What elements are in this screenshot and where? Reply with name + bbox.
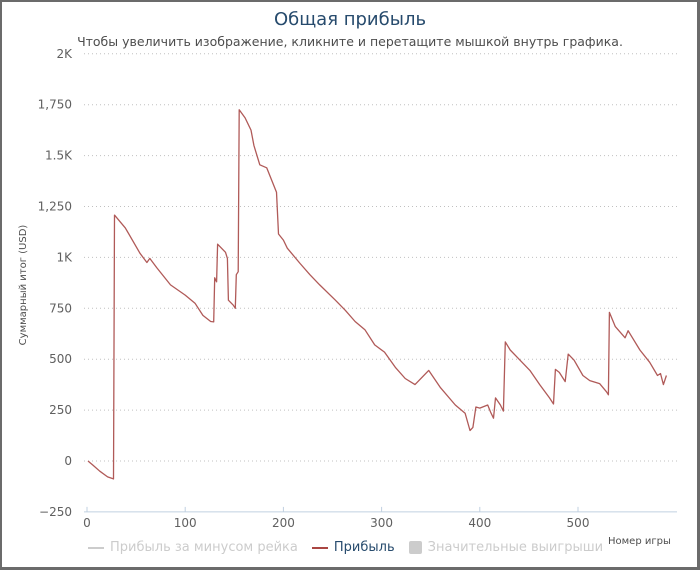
legend-item-net-profit[interactable]: Прибыль за минусом рейка <box>88 540 298 555</box>
legend-label: Прибыль <box>333 540 395 555</box>
y-tick-label: 500 <box>49 352 72 366</box>
y-axis-labels: 2K 1,750 1.5K 1,250 1K 750 500 250 0 −250 <box>38 47 73 519</box>
legend-label: Прибыль за минусом рейка <box>110 540 298 555</box>
x-tick-label: 200 <box>272 516 295 530</box>
legend-line-icon <box>88 546 104 549</box>
y-tick-label: 1,250 <box>38 200 72 214</box>
y-tick-label: 2K <box>56 47 73 61</box>
x-tick-label: 500 <box>567 516 590 530</box>
y-tick-label: 1K <box>56 250 73 264</box>
y-tick-label: 0 <box>64 454 72 468</box>
chart-legend: Прибыль за минусом рейка Прибыль Значите… <box>88 540 617 555</box>
y-tick-label: 1,750 <box>38 98 72 112</box>
x-axis: 0 100 200 300 400 500 <box>83 506 677 530</box>
legend-item-big-wins[interactable]: Значительные выигрыши <box>408 540 604 555</box>
y-tick-label: 750 <box>49 301 72 315</box>
y-tick-label: 1.5K <box>45 149 73 163</box>
legend-line-icon <box>311 546 328 549</box>
gridlines <box>84 53 677 462</box>
y-axis-title: Суммарный итог (USD) <box>18 225 29 346</box>
y-tick-label: −250 <box>39 505 72 519</box>
x-tick-label: 0 <box>83 516 91 530</box>
x-axis-title: Номер игры <box>608 536 671 547</box>
x-tick-label: 400 <box>468 516 491 530</box>
chart-title: Общая прибыль <box>273 9 427 30</box>
x-tick-label: 100 <box>174 516 197 530</box>
legend-label: Значительные выигрыши <box>427 540 604 555</box>
y-tick-label: 250 <box>49 403 72 417</box>
legend-box-icon <box>408 541 422 554</box>
chart-subtitle: Чтобы увеличить изображение, кликните и … <box>77 34 623 49</box>
profit-series-line[interactable] <box>87 109 668 480</box>
legend-item-profit[interactable]: Прибыль <box>311 540 395 555</box>
x-tick-label: 300 <box>370 516 393 530</box>
